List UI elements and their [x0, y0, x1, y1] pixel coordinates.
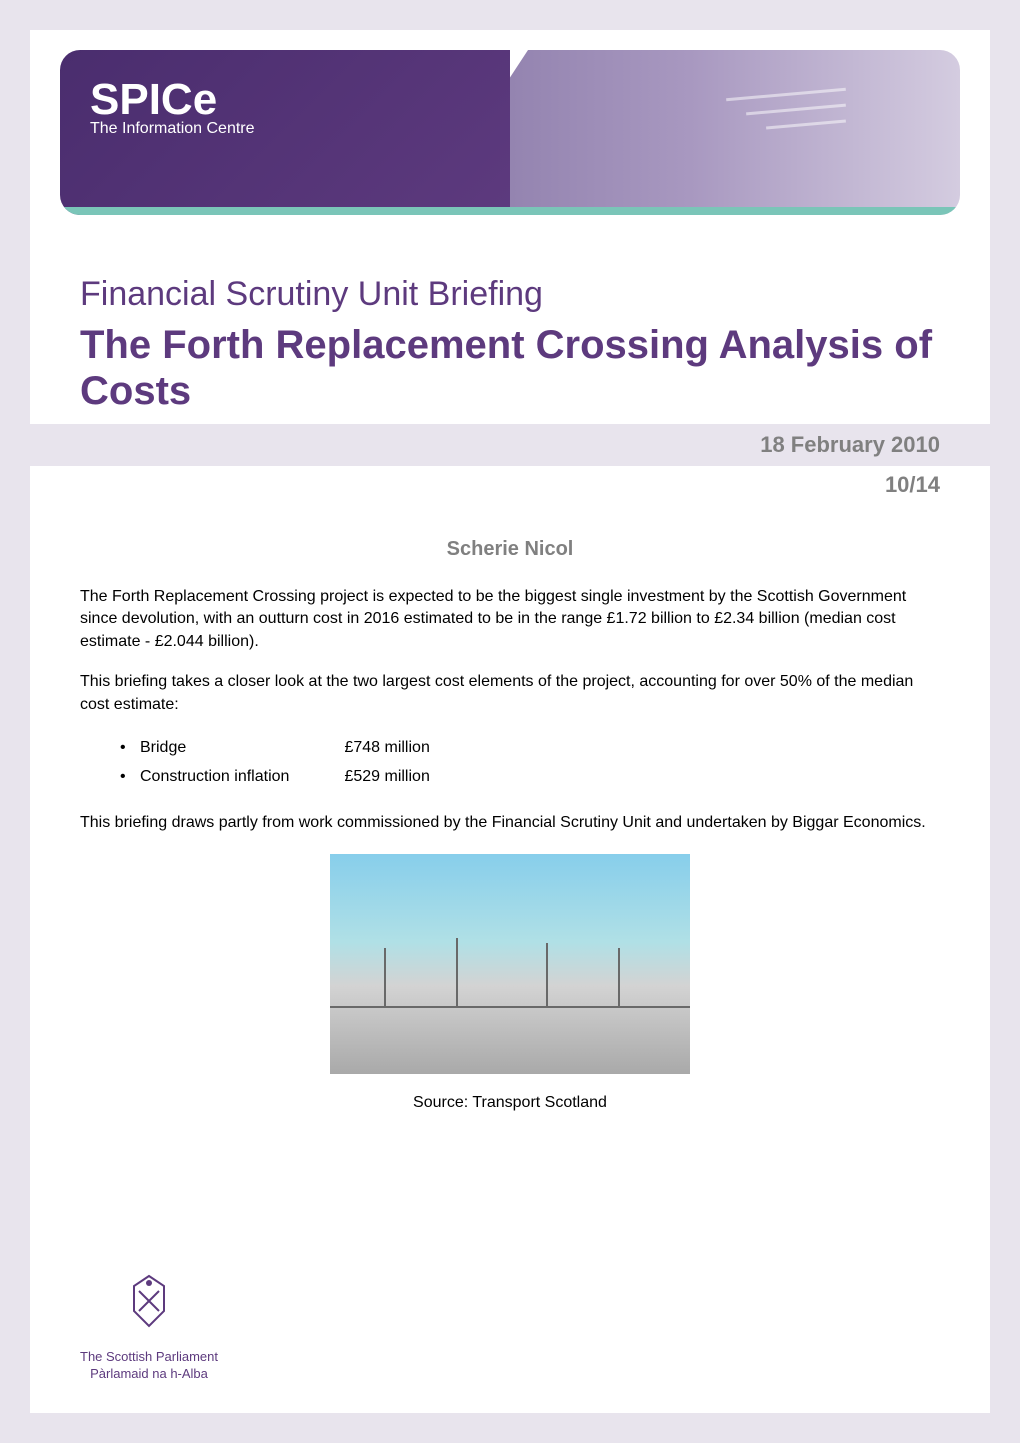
logo-title: SPICe — [90, 75, 255, 125]
banner-accent-border — [60, 207, 960, 215]
spice-logo: SPICe The Information Centre — [90, 75, 255, 138]
list-item: Bridge £748 million — [120, 734, 940, 763]
bullet-value: £529 million — [344, 768, 429, 785]
banner-background: SPICe The Information Centre — [60, 50, 960, 215]
document-number: 10/14 — [80, 472, 940, 498]
banner-decoration-streaks — [706, 83, 906, 163]
body-paragraph-1: The Forth Replacement Crossing project i… — [80, 586, 940, 653]
figure-caption: Source: Transport Scotland — [80, 1094, 940, 1112]
metadata-bar: 18 February 2010 — [30, 424, 990, 466]
list-item: Construction inflation £529 million — [120, 763, 940, 792]
parliament-logo: The Scottish Parliament Pàrlamaid na h-A… — [80, 1271, 218, 1383]
body-paragraph-2: This briefing takes a closer look at the… — [80, 671, 940, 716]
logo-subtitle: The Information Centre — [90, 120, 255, 138]
parliament-name-en: The Scottish Parliament — [80, 1349, 218, 1366]
header-banner: SPICe The Information Centre — [60, 50, 960, 215]
document-series: Financial Scrutiny Unit Briefing — [80, 275, 940, 314]
document-content: Financial Scrutiny Unit Briefing The For… — [30, 215, 990, 1132]
document-title: The Forth Replacement Crossing Analysis … — [80, 322, 940, 414]
body-paragraph-3: This briefing draws partly from work com… — [80, 812, 940, 834]
figure-container: Source: Transport Scotland — [80, 854, 940, 1112]
parliament-name-gd: Pàrlamaid na h-Alba — [80, 1366, 218, 1383]
figure-image-bridge — [330, 854, 690, 1074]
cost-bullet-list: Bridge £748 million Construction inflati… — [120, 734, 940, 792]
bullet-label: Bridge — [140, 734, 340, 763]
document-page: SPICe The Information Centre Financial S… — [30, 30, 990, 1413]
document-author: Scherie Nicol — [80, 538, 940, 561]
parliament-crest-icon — [119, 1271, 179, 1341]
document-date: 18 February 2010 — [30, 432, 940, 458]
bullet-value: £748 million — [344, 739, 429, 756]
bullet-label: Construction inflation — [140, 763, 340, 792]
